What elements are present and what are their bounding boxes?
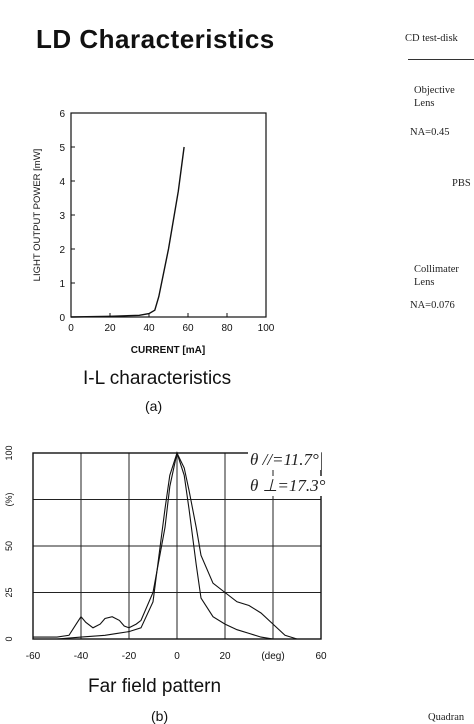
- page-title: LD Characteristics: [36, 24, 275, 54]
- quadrant-label: Quadran: [428, 712, 465, 723]
- ffp-x-tick-label: 60: [315, 651, 327, 662]
- ffp-series-line-1: [33, 451, 298, 640]
- ffp-axis-ticks: -60 -40 -20 0 20 (deg) 60 0 25 50 (%) 100: [4, 445, 327, 662]
- il-y-axis-label: LIGHT OUTPUT POWER [mW]: [32, 149, 43, 282]
- objective-label-2: Lens: [414, 98, 435, 109]
- ffp-y-tick-label: 0: [4, 636, 14, 641]
- ffp-series-group: [33, 451, 298, 640]
- ffp-x-tick-label: (deg): [261, 651, 284, 662]
- ffp-x-tick-label: 0: [174, 651, 180, 662]
- il-x-axis-label: CURRENT [mA]: [131, 345, 205, 356]
- pbs-label: PBS: [452, 178, 471, 189]
- collimator-label-2: Lens: [414, 277, 435, 288]
- ffp-x-tick-label: -60: [26, 651, 41, 662]
- ffp-y-tick-label: 50: [4, 541, 14, 551]
- theta-parallel-annotation: θ //=11.7°: [248, 450, 321, 470]
- il-x-tick-label: 100: [258, 323, 275, 334]
- il-y-tick-label: 3: [59, 211, 65, 222]
- disk-rule: [408, 59, 474, 60]
- theta-perp-annotation: θ ⊥=17.3°: [248, 476, 328, 496]
- ffp-x-tick-label: -20: [122, 651, 137, 662]
- ffp-y-tick-label: (%): [4, 493, 14, 507]
- ffp-caption-label: (b): [151, 708, 169, 724]
- ffp-series-line-0: [33, 451, 274, 640]
- ffp-y-tick-label: 25: [4, 587, 14, 597]
- ffp-y-tick-label: 100: [4, 445, 14, 460]
- il-y-tick-label: 2: [59, 245, 65, 256]
- objective-na: NA=0.45: [410, 127, 450, 138]
- collimator-label-1: Collimater: [414, 264, 459, 275]
- il-x-tick-label: 20: [104, 323, 116, 334]
- il-caption-label: (a): [145, 398, 163, 414]
- il-y-tick-label: 6: [59, 109, 65, 120]
- il-x-tick-label: 40: [143, 323, 155, 334]
- ffp-caption-title: Far field pattern: [88, 676, 222, 697]
- il-series-line-0: [70, 146, 185, 318]
- il-y-tick-label: 0: [59, 313, 65, 324]
- ffp-grid: [33, 453, 321, 639]
- il-x-tick-label: 60: [182, 323, 194, 334]
- il-x-tick-label: 80: [221, 323, 233, 334]
- collimator-na: NA=0.076: [410, 300, 455, 311]
- il-y-tick-label: 5: [59, 143, 65, 154]
- il-series-group: [70, 146, 185, 318]
- ffp-x-tick-label: 20: [219, 651, 231, 662]
- cd-test-disk-label: CD test-disk: [405, 33, 458, 44]
- il-caption-title: I-L characteristics: [83, 368, 232, 389]
- objective-label-1: Objective: [414, 85, 455, 96]
- il-y-tick-label: 4: [59, 177, 65, 188]
- il-y-tick-label: 1: [59, 279, 65, 290]
- il-x-tick-label: 0: [68, 323, 74, 334]
- ffp-x-tick-label: -40: [74, 651, 89, 662]
